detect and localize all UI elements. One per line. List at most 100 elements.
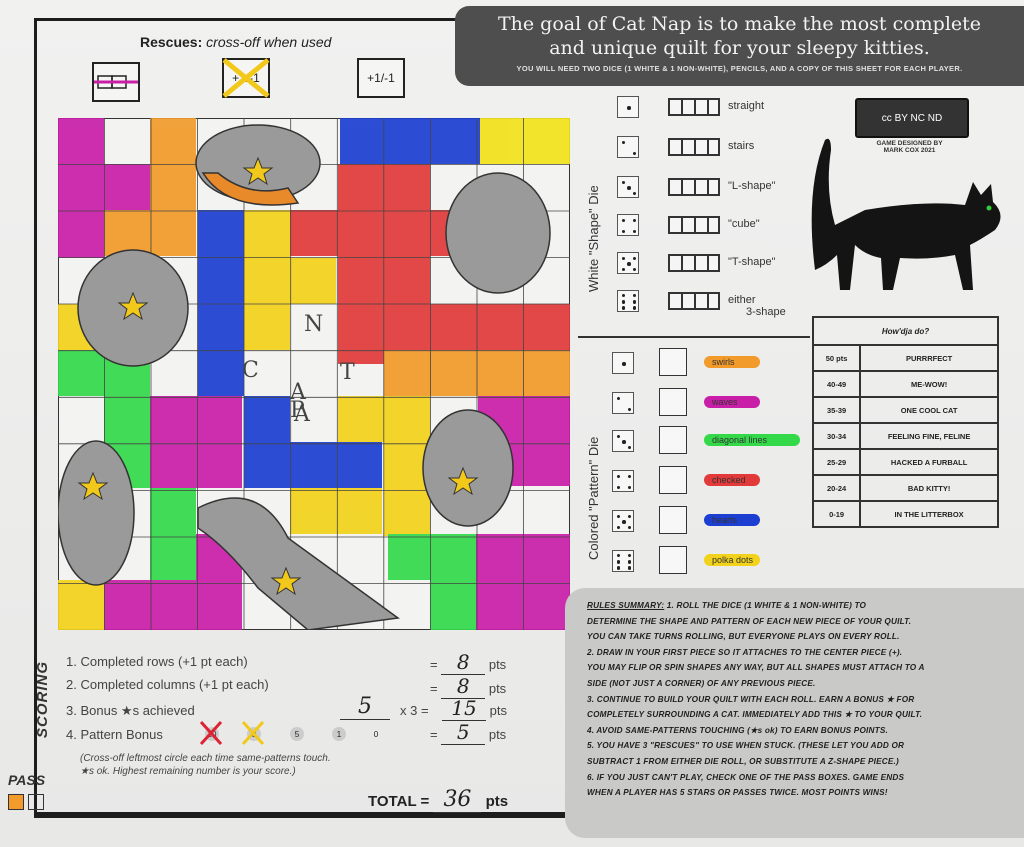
pass-label: PASS	[8, 772, 46, 788]
bonus-circle-1[interactable]: 1	[332, 727, 346, 741]
score-bonus-count-wrap: 5	[340, 694, 390, 720]
pass-box-1[interactable]	[8, 794, 24, 810]
score-pattern-label: 4. Pattern Bonus	[66, 727, 163, 742]
rules-line: RULES SUMMARY: 1. ROLL THE DICE (1 WHITE…	[587, 601, 867, 610]
score-rows-number[interactable]: 8	[441, 650, 486, 675]
how-label: PURRRFECT	[859, 344, 999, 372]
rescue-box-1[interactable]	[92, 62, 140, 102]
credit-line-1: GAME DESIGNED BY	[876, 140, 943, 147]
pattern-color-swatch	[704, 356, 760, 368]
rules-line: SUBTRACT 1 FROM EITHER DIE ROLL, OR SUBS…	[587, 756, 899, 766]
die-face-4-icon	[617, 214, 639, 236]
die-face-6-icon	[612, 550, 634, 572]
score-bonus-count[interactable]: 5	[340, 694, 390, 720]
pattern-color-swatch	[704, 514, 760, 526]
how-row: 0-19 IN THE LITTERBOX	[811, 500, 999, 528]
pattern-color-swatch	[704, 474, 760, 486]
score-rows-value: = 8 pts	[430, 650, 507, 675]
how-pts: 35-39	[811, 396, 862, 424]
die-face-1-icon	[617, 96, 639, 118]
how-pts: 40-49	[811, 370, 862, 398]
rescues-title: Rescues: cross-off when used	[140, 34, 331, 50]
shape-icon	[668, 292, 720, 310]
score-bonus-label: 3. Bonus ★s achieved	[66, 703, 195, 718]
how-row: 50 pts PURRRFECT	[811, 344, 999, 372]
die-face-1-icon	[612, 352, 634, 374]
shape-icon	[668, 98, 720, 116]
score-pattern-value-wrap: = 5 pts	[430, 720, 507, 745]
score-cols-number[interactable]: 8	[441, 674, 486, 699]
score-bonus-mult: x 3 =	[400, 703, 429, 718]
score-rows-unit: pts	[488, 657, 507, 672]
goal-subtext: YOU WILL NEED TWO DICE (1 WHITE & 1 NON-…	[516, 64, 963, 73]
pattern-polka-dots-icon	[659, 546, 687, 574]
rules-summary: RULES SUMMARY: 1. ROLL THE DICE (1 WHITE…	[565, 588, 1024, 838]
pattern-name: swirls	[712, 357, 735, 367]
bonus-circle-5[interactable]: 5	[290, 727, 304, 741]
rules-line: DETERMINE THE SHAPE AND PATTERN OF EACH …	[587, 616, 912, 626]
score-rows-label: 1. Completed rows (+1 pt each)	[66, 654, 248, 669]
how-row: 25-29 HACKED A FURBALL	[811, 448, 999, 476]
rescue-zshape-icon	[94, 75, 138, 89]
pattern-name: polka dots	[712, 555, 754, 565]
center-letter-c: C	[242, 358, 259, 383]
pattern-swirls-icon	[659, 348, 687, 376]
die-face-3-icon	[612, 430, 634, 452]
total: TOTAL = 36 pts	[368, 787, 508, 813]
pattern-diagonal-lines-icon	[659, 426, 687, 454]
bonus-crossouts-icon	[199, 720, 265, 746]
how-row: 40-49 ME-WOW!	[811, 370, 999, 398]
white-die-label: White "Shape" Die	[586, 185, 601, 292]
how-label: BAD KITTY!	[859, 474, 999, 502]
how-pts: 20-24	[811, 474, 862, 502]
die-face-2-icon	[612, 392, 634, 414]
die-face-5-icon	[617, 252, 639, 274]
cc-license-text: cc BY NC ND	[881, 112, 943, 124]
shape-icon	[668, 254, 720, 272]
how-row: 35-39 ONE COOL CAT	[811, 396, 999, 424]
total-label: TOTAL =	[368, 793, 430, 810]
score-bonus-value[interactable]: 15	[442, 696, 486, 721]
total-unit: pts	[485, 793, 509, 810]
score-cols-value: = 8 pts	[430, 674, 507, 699]
pattern-color-swatch	[704, 396, 760, 408]
pattern-hearts-icon	[659, 506, 687, 534]
sheet-border	[34, 18, 574, 818]
rules-line: 6. IF YOU JUST CAN'T PLAY, CHECK ONE OF …	[587, 772, 905, 782]
score-cols-unit: pts	[488, 681, 507, 696]
total-value[interactable]: 36	[433, 787, 482, 813]
pattern-color-swatch	[704, 554, 760, 566]
rules-line: COMPLETELY SURROUNDING A CAT. IMMEDIATEL…	[587, 710, 923, 720]
scoring-label: SCORING	[34, 660, 51, 738]
pattern-name: waves	[712, 397, 738, 407]
pattern-die-label: Colored "Pattern" Die	[586, 436, 601, 560]
score-cols-label: 2. Completed columns (+1 pt each)	[66, 677, 269, 692]
rescue-box-2[interactable]: +1/-1	[222, 58, 270, 98]
how-label: ME-WOW!	[859, 370, 999, 398]
rescue-box-3[interactable]: +1/-1	[357, 58, 405, 98]
how-table: How'dja do? 50 pts PURRRFECT 40-49 ME-WOW!…	[811, 316, 999, 528]
rules-line: 3. CONTINUE TO BUILD YOUR QUILT WITH EAC…	[587, 694, 915, 704]
score-pattern-value[interactable]: 5	[441, 720, 486, 745]
goal-line-2: and unique quilt for your sleepy kitties…	[549, 37, 930, 59]
shape-name: "L-shape"	[728, 180, 776, 192]
rescues-label: Rescues:	[140, 34, 203, 50]
die-face-4-icon	[612, 470, 634, 492]
pass-box-2[interactable]	[28, 794, 44, 810]
pattern-checked-icon	[659, 466, 687, 494]
rules-line: WHEN A PLAYER HAS 5 STARS OR PASSES TWIC…	[587, 788, 888, 798]
die-face-3-icon	[617, 176, 639, 198]
how-label: HACKED A FURBALL	[859, 448, 999, 476]
quilt-grid[interactable]	[58, 118, 570, 630]
pattern-waves-icon	[659, 388, 687, 416]
pattern-name: checked	[712, 475, 746, 485]
credit-line-2: MARK COX 2021	[883, 147, 936, 154]
center-letter-a: A	[290, 380, 306, 405]
cc-license-badge: cc BY NC ND	[855, 98, 969, 138]
pattern-name: hearts	[712, 515, 738, 525]
goal-banner: The goal of Cat Nap is to make the most …	[455, 6, 1024, 86]
scoring-note-1: (Cross-off leftmost circle each time sam…	[80, 753, 331, 764]
bonus-circle-0[interactable]: 0	[373, 729, 379, 739]
black-cat-icon	[811, 138, 1001, 290]
how-pts: 0-19	[811, 500, 862, 528]
